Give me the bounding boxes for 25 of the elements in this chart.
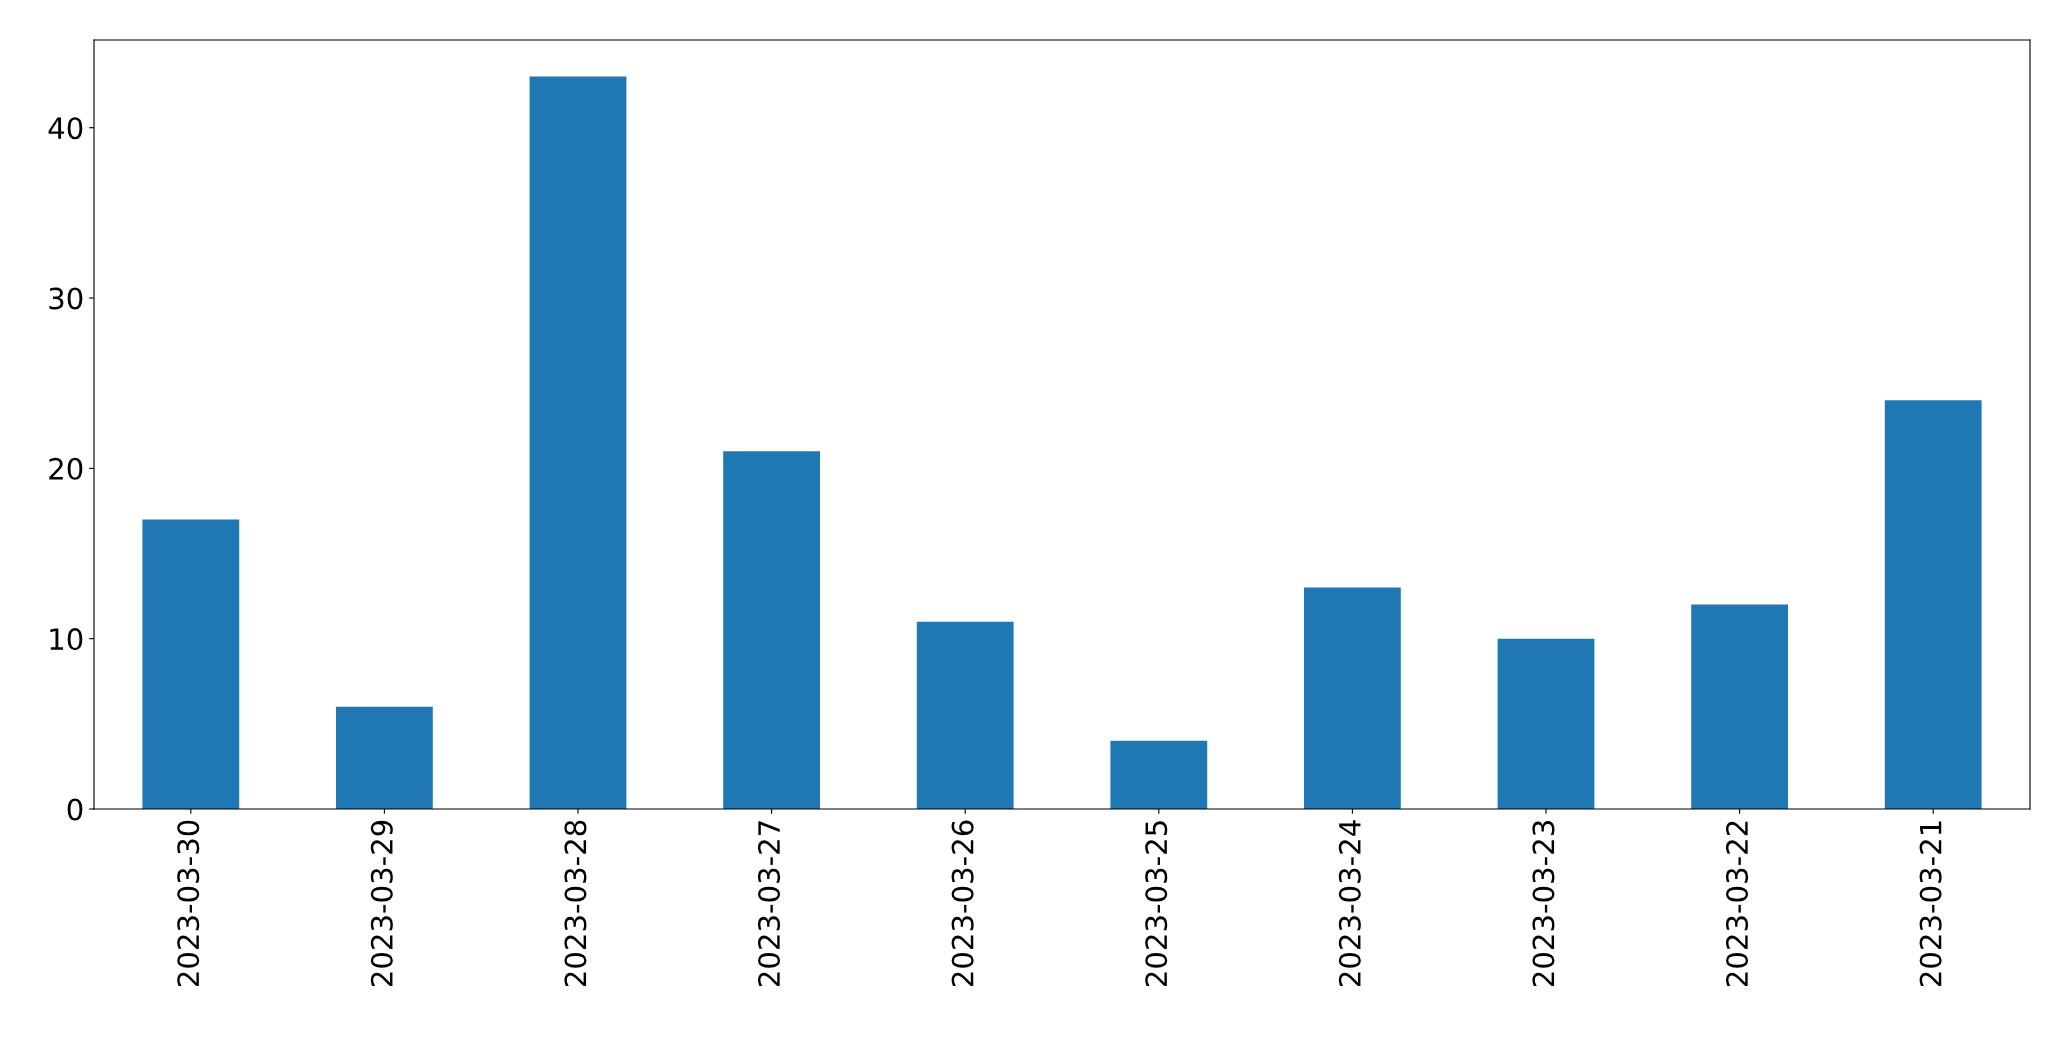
x-tick-label: 2023-03-21 — [1919, 821, 1942, 987]
x-tick-label: 2023-03-22 — [1726, 821, 1749, 987]
bar — [723, 451, 820, 809]
bar — [916, 621, 1014, 809]
y-tick-label: 20 — [49, 457, 83, 480]
y-tick-label: 10 — [50, 628, 83, 651]
x-tick-label: 2023-03-24 — [1338, 820, 1361, 987]
bar — [529, 76, 627, 809]
y-tick-label: 40 — [48, 117, 83, 140]
x-tick-label: 2023-03-28 — [564, 820, 587, 987]
x-tick-label: 2023-03-29 — [370, 820, 393, 987]
bar — [142, 519, 240, 809]
x-tick-label: 2023-03-26 — [951, 820, 974, 987]
bar — [1691, 604, 1788, 809]
x-tick-label: 2023-03-30 — [177, 820, 200, 987]
y-tick-label: 30 — [49, 287, 83, 310]
x-tick-label: 2023-03-27 — [758, 821, 781, 987]
x-tick-label: 2023-03-23 — [1532, 821, 1555, 987]
bar — [336, 706, 433, 809]
bar — [1304, 587, 1401, 809]
bar — [1497, 638, 1595, 809]
x-tick-label: 2023-03-25 — [1145, 821, 1168, 987]
y-tick-label: 0 — [67, 798, 83, 821]
bar — [1884, 400, 1982, 809]
bar — [1110, 740, 1208, 809]
